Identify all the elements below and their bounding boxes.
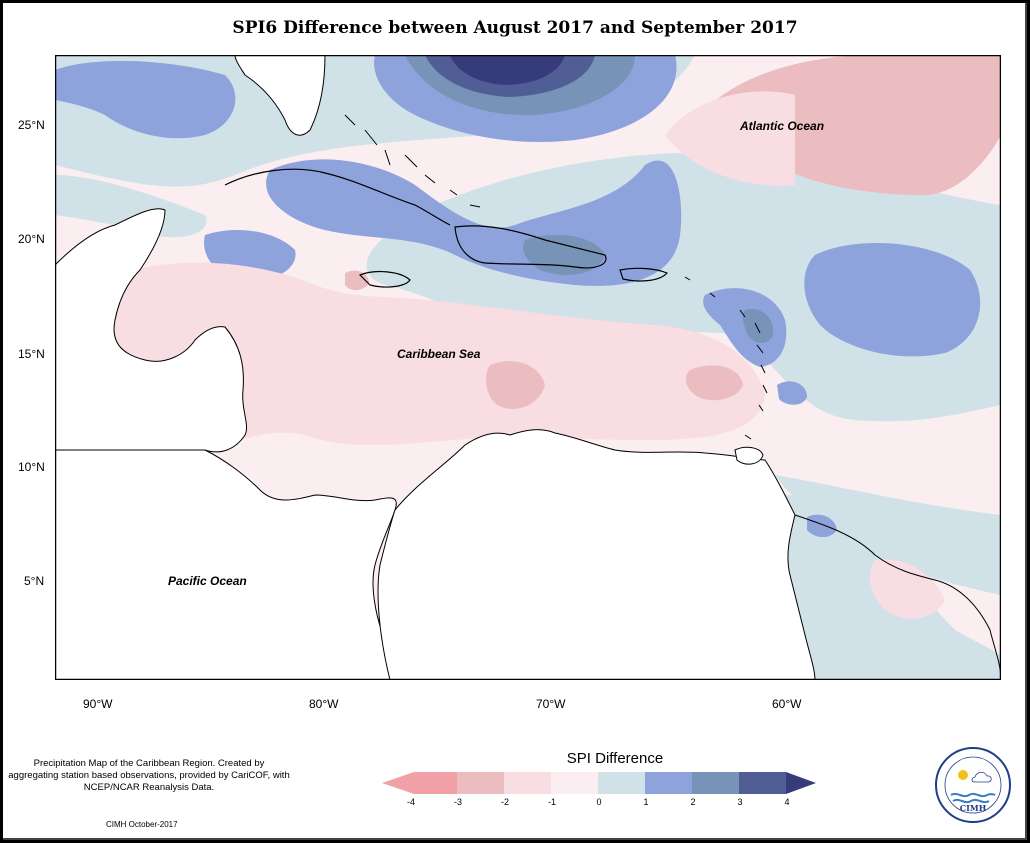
legend-cell bbox=[551, 772, 598, 794]
legend-cell bbox=[786, 772, 816, 794]
field-jamaica-neg bbox=[345, 270, 369, 291]
legend-tick-label: 4 bbox=[784, 797, 790, 807]
land-trinidad bbox=[734, 446, 764, 465]
lat-tick-20n: 20°N bbox=[18, 232, 45, 246]
legend-cell bbox=[692, 772, 739, 794]
field-caribbean-neg1 bbox=[96, 262, 765, 446]
legend-cell bbox=[504, 772, 551, 794]
lon-tick-80w: 80°W bbox=[309, 697, 339, 711]
legend-tick-label: -4 bbox=[406, 797, 415, 807]
map-title: SPI6 Difference between August 2017 and … bbox=[232, 18, 798, 38]
field-gulf-light bbox=[55, 175, 207, 238]
field-atlantic-neg-lite bbox=[665, 91, 795, 186]
legend-cell bbox=[739, 772, 786, 794]
field-antilles-pos bbox=[703, 288, 787, 367]
field-guiana-pos2 bbox=[807, 514, 837, 538]
land-bahamas bbox=[344, 114, 481, 208]
field-caribbean-neg3 bbox=[685, 365, 743, 401]
land-cuba bbox=[224, 168, 451, 226]
lon-tick-60w: 60°W bbox=[772, 697, 802, 711]
field-bahamas-pos4 bbox=[450, 55, 565, 85]
land-jamaica bbox=[358, 270, 411, 288]
sun-icon bbox=[958, 770, 968, 780]
legend-tick-label: -2 bbox=[500, 797, 509, 807]
legend-cell bbox=[414, 772, 457, 794]
spi-map bbox=[55, 55, 1001, 680]
field-guiana-neg bbox=[869, 559, 945, 619]
legend-tick-label: 3 bbox=[737, 797, 743, 807]
label-caribbean-sea: Caribbean Sea bbox=[397, 347, 481, 361]
map-border bbox=[55, 55, 1001, 680]
lat-tick-25n: 25°N bbox=[18, 118, 45, 132]
field-band-0-1-se bbox=[775, 475, 1001, 595]
land-lesser-antilles bbox=[684, 276, 768, 440]
logo-text: CIMH bbox=[959, 803, 987, 813]
land-guianas bbox=[794, 514, 1001, 680]
lat-tick-15n: 15°N bbox=[18, 347, 45, 361]
legend-cell bbox=[457, 772, 504, 794]
credits-text: Precipitation Map of the Caribbean Regio… bbox=[8, 758, 290, 793]
map-panel bbox=[55, 55, 1001, 680]
legend-title: SPI Difference bbox=[566, 750, 664, 767]
wave-icon bbox=[950, 792, 996, 798]
land-mexico bbox=[55, 208, 248, 453]
label-pacific-ocean: Pacific Ocean bbox=[168, 574, 247, 588]
cloud-icon bbox=[971, 771, 992, 783]
field-antilles-pos2 bbox=[742, 308, 774, 344]
field-band-0-1-east bbox=[366, 152, 1001, 422]
field-gulf-pos bbox=[55, 60, 236, 139]
cimh-logo bbox=[935, 747, 1011, 823]
land-hispaniola bbox=[454, 225, 607, 269]
legend-cell bbox=[382, 772, 414, 794]
land-puerto-rico bbox=[619, 267, 669, 282]
legend-tick-label: -1 bbox=[547, 797, 556, 807]
lon-tick-70w: 70°W bbox=[536, 697, 566, 711]
legend-tick-label: -3 bbox=[453, 797, 462, 807]
field-barbados-pos bbox=[777, 381, 807, 405]
legend-colorbar bbox=[382, 772, 816, 794]
land-central-america bbox=[55, 449, 397, 680]
credits-date: CIMH October-2017 bbox=[106, 820, 178, 829]
label-atlantic-ocean: Atlantic Ocean bbox=[740, 119, 825, 133]
legend-tick-label: 1 bbox=[643, 797, 649, 807]
field-east-pos bbox=[804, 243, 981, 357]
land-south-america bbox=[377, 429, 816, 680]
legend-tick-label: 0 bbox=[596, 797, 602, 807]
field-caribbean-neg2 bbox=[485, 361, 545, 409]
lon-tick-90w: 90°W bbox=[83, 697, 113, 711]
legend-cell bbox=[598, 772, 645, 794]
lat-tick-5n: 5°N bbox=[24, 574, 45, 588]
land-florida bbox=[234, 55, 326, 136]
lat-tick-10n: 10°N bbox=[18, 460, 45, 474]
legend-tick-label: 2 bbox=[690, 797, 696, 807]
legend-cell bbox=[645, 772, 692, 794]
